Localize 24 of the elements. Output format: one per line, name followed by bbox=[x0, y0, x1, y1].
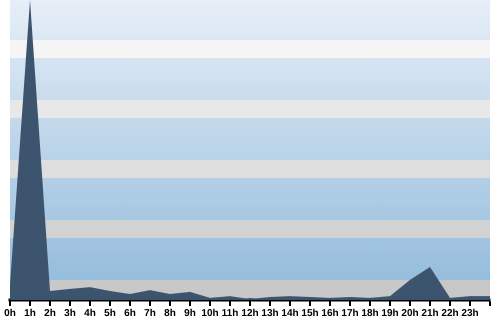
x-tick-label: 9h bbox=[184, 308, 196, 319]
x-tick-label: 15h bbox=[301, 308, 319, 319]
x-tick-label: 10h bbox=[201, 308, 219, 319]
x-tick-label: 21h bbox=[421, 308, 439, 319]
x-tick-label: 17h bbox=[341, 308, 359, 319]
x-tick-label: 7h bbox=[144, 308, 156, 319]
x-tick-label: 20h bbox=[401, 308, 419, 319]
x-tick-label: 22h bbox=[441, 308, 459, 319]
x-tick-label: 1h bbox=[24, 308, 36, 319]
x-tick-label: 5h bbox=[104, 308, 116, 319]
x-tick-label: 11h bbox=[222, 308, 238, 319]
x-tick-label: 0h bbox=[4, 308, 16, 319]
x-tick-label: 12h bbox=[241, 308, 259, 319]
x-tick-label: 14h bbox=[281, 308, 299, 319]
x-tick-label: 8h bbox=[164, 308, 176, 319]
x-tick-label: 23h bbox=[461, 308, 479, 319]
x-tick-label: 18h bbox=[361, 308, 379, 319]
x-tick-label: 3h bbox=[64, 308, 76, 319]
x-tick-label: 16h bbox=[321, 308, 339, 319]
x-tick-label: 19h bbox=[381, 308, 399, 319]
x-tick-label: 2h bbox=[44, 308, 56, 319]
x-tick-label: 6h bbox=[124, 308, 136, 319]
x-tick-label: 13h bbox=[261, 308, 279, 319]
x-tick-label: 4h bbox=[84, 308, 96, 319]
